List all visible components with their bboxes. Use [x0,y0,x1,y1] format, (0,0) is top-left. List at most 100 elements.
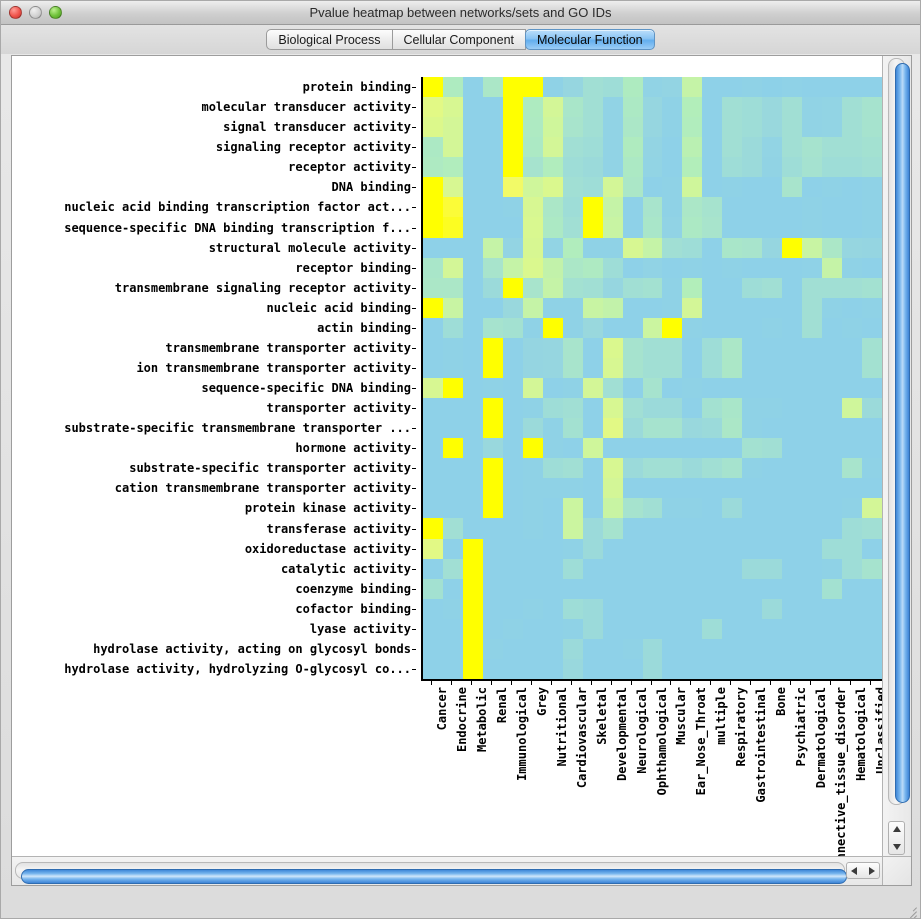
heatmap-cell[interactable] [782,297,803,318]
heatmap-cell[interactable] [782,558,803,579]
heatmap-cell[interactable] [722,77,743,98]
heatmap-cell[interactable] [562,317,583,338]
vertical-scrollbar[interactable] [882,56,911,857]
heatmap-cell[interactable] [782,357,803,378]
heatmap-cell[interactable] [862,197,882,218]
heatmap-cell[interactable] [862,458,882,479]
heatmap-cell[interactable] [762,357,783,378]
vertical-scroll-track[interactable] [888,58,910,805]
heatmap-cell[interactable] [842,518,863,539]
heatmap-cell[interactable] [802,618,823,639]
heatmap-cell[interactable] [542,357,563,378]
heatmap-cell[interactable] [662,317,683,338]
heatmap-cell[interactable] [522,297,543,318]
heatmap-cell[interactable] [462,538,483,559]
heatmap-cell[interactable] [622,398,643,419]
heatmap-cell[interactable] [842,478,863,499]
heatmap-cell[interactable] [642,97,663,118]
heatmap-cell[interactable] [862,578,882,599]
heatmap-cell[interactable] [742,658,763,679]
heatmap-cell[interactable] [722,638,743,659]
heatmap-cell[interactable] [742,418,763,439]
heatmap-cell[interactable] [702,237,723,258]
heatmap-cell[interactable] [782,257,803,278]
heatmap-cell[interactable] [822,458,843,479]
heatmap-cell[interactable] [522,217,543,238]
heatmap-cell[interactable] [602,337,623,358]
heatmap-cell[interactable] [782,117,803,138]
heatmap-cell[interactable] [562,458,583,479]
heatmap-cell[interactable] [702,378,723,399]
heatmap-cell[interactable] [602,317,623,338]
heatmap-cell[interactable] [722,438,743,459]
heatmap-cell[interactable] [562,658,583,679]
heatmap-cell[interactable] [862,538,882,559]
heatmap-cell[interactable] [722,297,743,318]
heatmap-cell[interactable] [762,317,783,338]
heatmap-cell[interactable] [562,357,583,378]
heatmap-cell[interactable] [542,558,563,579]
heatmap-cell[interactable] [722,418,743,439]
heatmap-cell[interactable] [522,317,543,338]
heatmap-cell[interactable] [462,558,483,579]
heatmap-cell[interactable] [862,337,882,358]
heatmap-cell[interactable] [702,257,723,278]
heatmap-cell[interactable] [762,197,783,218]
heatmap-cell[interactable] [502,277,523,298]
heatmap-cell[interactable] [562,518,583,539]
heatmap-cell[interactable] [622,137,643,158]
heatmap-cell[interactable] [702,97,723,118]
heatmap-cell[interactable] [742,257,763,278]
heatmap-cell[interactable] [822,638,843,659]
heatmap-cell[interactable] [582,458,603,479]
heatmap-cell[interactable] [662,538,683,559]
heatmap-cell[interactable] [423,137,443,158]
heatmap-cell[interactable] [842,137,863,158]
heatmap-cell[interactable] [722,478,743,499]
heatmap-cell[interactable] [822,357,843,378]
heatmap-cell[interactable] [462,638,483,659]
heatmap-cell[interactable] [762,217,783,238]
heatmap-cell[interactable] [862,77,882,98]
heatmap-cell[interactable] [862,357,882,378]
heatmap-cell[interactable] [722,458,743,479]
heatmap-cell[interactable] [642,277,663,298]
heatmap-cell[interactable] [423,157,443,178]
heatmap-cell[interactable] [423,337,443,358]
tab-biological-process[interactable]: Biological Process [266,29,393,50]
heatmap-cell[interactable] [502,478,523,499]
heatmap-cell[interactable] [722,538,743,559]
heatmap-cell[interactable] [423,638,443,659]
heatmap-cell[interactable] [562,578,583,599]
heatmap-cell[interactable] [482,77,503,98]
heatmap-cell[interactable] [502,257,523,278]
heatmap-cell[interactable] [682,438,703,459]
heatmap-cell[interactable] [602,177,623,198]
heatmap-cell[interactable] [542,217,563,238]
heatmap-cell[interactable] [462,197,483,218]
heatmap-cell[interactable] [482,478,503,499]
heatmap-cell[interactable] [762,117,783,138]
heatmap-cell[interactable] [442,237,463,258]
heatmap-cell[interactable] [642,357,663,378]
heatmap-cell[interactable] [482,277,503,298]
heatmap-cell[interactable] [542,578,563,599]
heatmap-cell[interactable] [742,458,763,479]
heatmap-cell[interactable] [562,418,583,439]
heatmap-cell[interactable] [602,217,623,238]
heatmap-cell[interactable] [522,277,543,298]
heatmap-cell[interactable] [442,378,463,399]
heatmap-cell[interactable] [702,337,723,358]
heatmap-cell[interactable] [622,498,643,519]
heatmap-cell[interactable] [662,458,683,479]
heatmap-cell[interactable] [522,157,543,178]
heatmap-cell[interactable] [542,257,563,278]
heatmap-cell[interactable] [562,538,583,559]
heatmap-cell[interactable] [762,157,783,178]
heatmap-cell[interactable] [542,277,563,298]
heatmap-cell[interactable] [662,418,683,439]
heatmap-cell[interactable] [522,598,543,619]
heatmap-cell[interactable] [822,317,843,338]
heatmap-cell[interactable] [762,658,783,679]
heatmap-cell[interactable] [502,378,523,399]
